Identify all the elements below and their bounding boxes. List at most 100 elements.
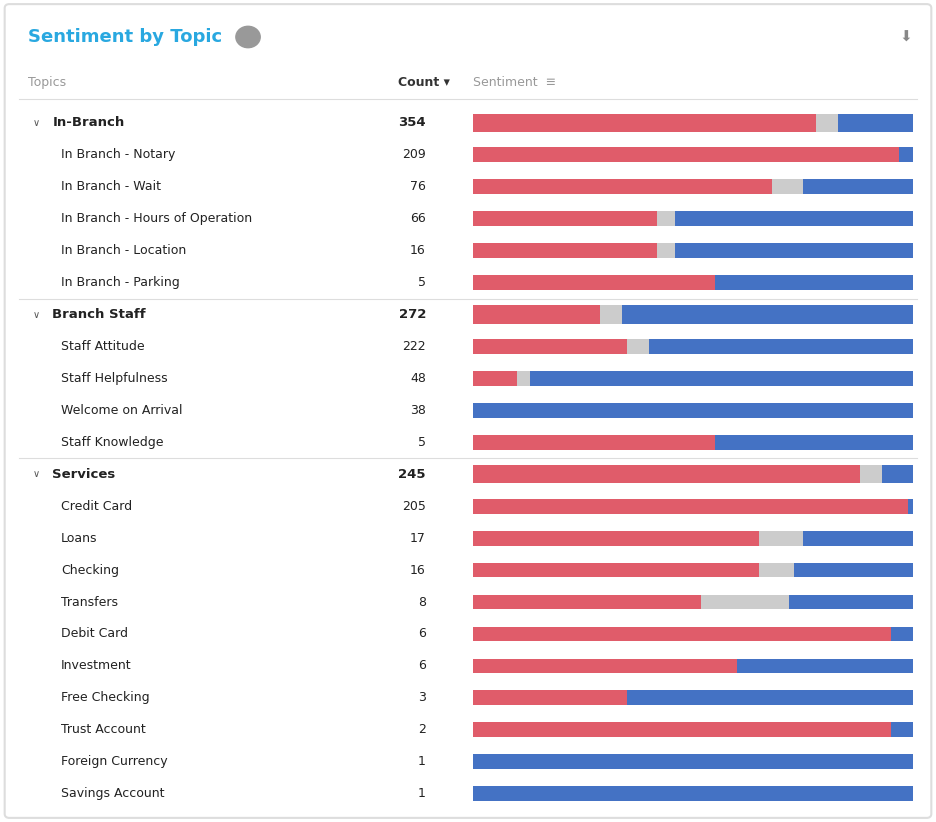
FancyBboxPatch shape (622, 306, 913, 324)
FancyBboxPatch shape (473, 243, 657, 258)
Text: 5: 5 (417, 436, 426, 449)
Text: ⬇: ⬇ (899, 30, 913, 44)
Text: 354: 354 (398, 117, 426, 129)
Text: Branch Staff: Branch Staff (52, 308, 146, 321)
FancyBboxPatch shape (908, 499, 913, 514)
FancyBboxPatch shape (802, 531, 913, 546)
Text: Sentiment by Topic: Sentiment by Topic (28, 28, 222, 46)
Text: 209: 209 (402, 148, 426, 161)
FancyBboxPatch shape (473, 690, 627, 705)
Circle shape (236, 26, 260, 48)
FancyBboxPatch shape (759, 531, 803, 546)
FancyBboxPatch shape (789, 594, 913, 609)
FancyBboxPatch shape (473, 658, 737, 673)
Text: Staff Attitude: Staff Attitude (61, 340, 144, 353)
Text: 5: 5 (417, 276, 426, 289)
Text: Savings Account: Savings Account (61, 787, 165, 800)
FancyBboxPatch shape (473, 465, 860, 483)
FancyBboxPatch shape (816, 113, 838, 132)
Text: In Branch - Hours of Operation: In Branch - Hours of Operation (61, 212, 252, 225)
FancyBboxPatch shape (473, 211, 657, 226)
Text: Count ▾: Count ▾ (398, 76, 449, 89)
FancyBboxPatch shape (838, 113, 913, 132)
Text: Free Checking: Free Checking (61, 691, 150, 704)
Text: ∨: ∨ (33, 118, 40, 128)
FancyBboxPatch shape (530, 371, 913, 386)
Text: Credit Card: Credit Card (61, 500, 132, 513)
Text: In Branch - Notary: In Branch - Notary (61, 148, 175, 161)
Text: Foreign Currency: Foreign Currency (61, 755, 168, 769)
Text: 17: 17 (410, 532, 426, 545)
FancyBboxPatch shape (600, 306, 622, 324)
FancyBboxPatch shape (473, 787, 913, 801)
Text: Checking: Checking (61, 564, 119, 576)
FancyBboxPatch shape (772, 179, 803, 194)
Text: 38: 38 (410, 404, 426, 417)
FancyBboxPatch shape (473, 435, 715, 450)
FancyBboxPatch shape (675, 211, 913, 226)
FancyBboxPatch shape (473, 403, 913, 418)
Text: Services: Services (52, 468, 116, 481)
FancyBboxPatch shape (701, 594, 789, 609)
Text: Loans: Loans (61, 532, 97, 545)
Text: Investment: Investment (61, 659, 131, 672)
Text: 1: 1 (418, 787, 426, 800)
FancyBboxPatch shape (473, 755, 913, 769)
FancyBboxPatch shape (891, 723, 913, 737)
FancyBboxPatch shape (891, 626, 913, 641)
Text: 1: 1 (418, 755, 426, 769)
FancyBboxPatch shape (473, 179, 772, 194)
FancyBboxPatch shape (473, 275, 715, 290)
Text: 205: 205 (402, 500, 426, 513)
FancyBboxPatch shape (473, 339, 627, 353)
Text: 48: 48 (410, 372, 426, 385)
Text: Staff Knowledge: Staff Knowledge (61, 436, 164, 449)
FancyBboxPatch shape (473, 113, 816, 132)
Text: Transfers: Transfers (61, 595, 118, 608)
FancyBboxPatch shape (473, 531, 759, 546)
FancyBboxPatch shape (802, 179, 913, 194)
Text: 76: 76 (410, 180, 426, 193)
FancyBboxPatch shape (473, 723, 891, 737)
FancyBboxPatch shape (649, 339, 913, 353)
FancyBboxPatch shape (882, 465, 913, 483)
Text: 66: 66 (410, 212, 426, 225)
Text: 6: 6 (418, 627, 426, 640)
FancyBboxPatch shape (860, 465, 882, 483)
FancyBboxPatch shape (759, 563, 794, 578)
FancyBboxPatch shape (737, 658, 913, 673)
Text: 16: 16 (410, 244, 426, 257)
FancyBboxPatch shape (675, 243, 913, 258)
FancyBboxPatch shape (899, 147, 913, 162)
Text: ∨: ∨ (33, 469, 40, 479)
FancyBboxPatch shape (794, 563, 913, 578)
Text: 272: 272 (399, 308, 426, 321)
Text: In-Branch: In-Branch (52, 117, 124, 129)
FancyBboxPatch shape (657, 211, 675, 226)
FancyBboxPatch shape (473, 147, 899, 162)
Text: Staff Helpfulness: Staff Helpfulness (61, 372, 168, 385)
Text: i: i (246, 32, 250, 42)
Text: 16: 16 (410, 564, 426, 576)
FancyBboxPatch shape (473, 371, 517, 386)
Text: In Branch - Location: In Branch - Location (61, 244, 186, 257)
Text: 8: 8 (417, 595, 426, 608)
FancyBboxPatch shape (715, 275, 913, 290)
FancyBboxPatch shape (473, 594, 701, 609)
Text: Debit Card: Debit Card (61, 627, 128, 640)
FancyBboxPatch shape (715, 435, 913, 450)
Text: 6: 6 (418, 659, 426, 672)
Text: Sentiment  ≡: Sentiment ≡ (473, 76, 556, 89)
Text: Welcome on Arrival: Welcome on Arrival (61, 404, 183, 417)
Text: Topics: Topics (28, 76, 66, 89)
FancyBboxPatch shape (473, 306, 600, 324)
Text: In Branch - Parking: In Branch - Parking (61, 276, 180, 289)
Text: In Branch - Wait: In Branch - Wait (61, 180, 161, 193)
Text: 2: 2 (418, 723, 426, 737)
FancyBboxPatch shape (627, 690, 913, 705)
Text: 245: 245 (399, 468, 426, 481)
FancyBboxPatch shape (627, 339, 649, 353)
Text: 3: 3 (418, 691, 426, 704)
FancyBboxPatch shape (657, 243, 675, 258)
Text: 222: 222 (402, 340, 426, 353)
